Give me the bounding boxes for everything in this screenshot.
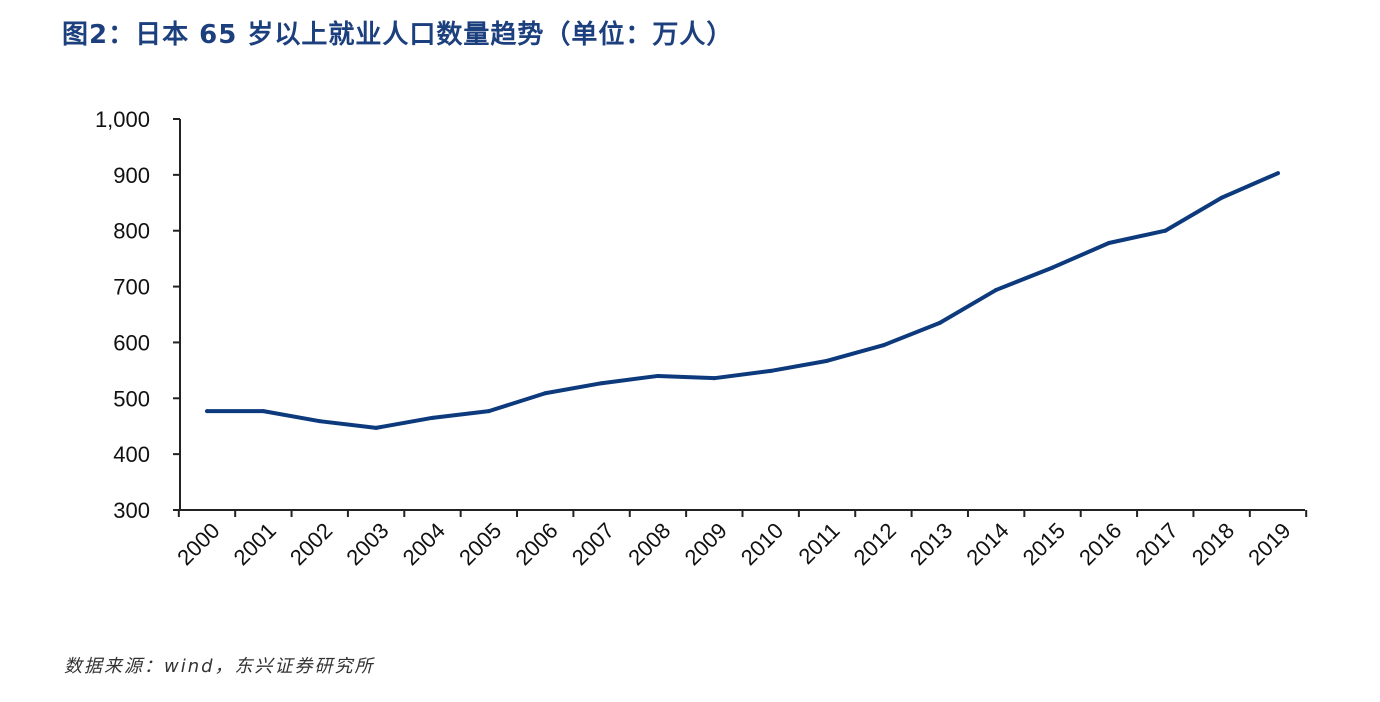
x-tick-label: 2007 <box>567 518 619 570</box>
data-point <box>374 425 379 430</box>
data-point <box>825 358 830 363</box>
y-tick-label: 500 <box>113 386 150 411</box>
data-point <box>486 409 491 414</box>
x-tick-label: 2008 <box>623 518 675 570</box>
x-tick-label: 2000 <box>172 518 224 570</box>
x-tick-label: 2016 <box>1074 518 1126 570</box>
x-tick-label: 2003 <box>341 518 393 570</box>
source-note: 数据来源：wind，东兴证券研究所 <box>64 656 375 677</box>
x-tick-label: 2009 <box>680 518 732 570</box>
y-tick-label: 1,000 <box>95 107 150 132</box>
data-point <box>1050 265 1055 270</box>
x-tick-label: 2011 <box>793 518 844 569</box>
data-point <box>1219 195 1224 200</box>
x-tick-label: 2001 <box>229 518 281 570</box>
data-point <box>768 368 773 373</box>
data-point <box>937 320 942 325</box>
x-tick-label: 2006 <box>510 518 562 570</box>
y-tick-label: 300 <box>113 498 150 523</box>
data-point <box>317 419 322 424</box>
data-point <box>543 391 548 396</box>
x-tick-label: 2017 <box>1131 518 1183 570</box>
x-tick-label: 2005 <box>454 518 506 570</box>
y-tick-label: 800 <box>113 219 150 244</box>
x-tick-label: 2015 <box>1018 518 1070 570</box>
y-tick-label: 700 <box>113 275 150 300</box>
x-tick-label: 2012 <box>849 518 901 570</box>
data-point <box>1276 171 1280 176</box>
data-point <box>1163 228 1168 233</box>
data-point <box>712 376 717 381</box>
x-tick-label: 2002 <box>285 518 337 570</box>
y-tick-label: 600 <box>113 330 150 355</box>
x-tick-label: 2010 <box>736 518 788 570</box>
data-point <box>261 409 266 414</box>
data-point <box>655 373 660 378</box>
data-point <box>599 381 604 386</box>
chart-title: 图2：日本 65 岁以上就业人口数量趋势（单位：万人） <box>62 20 734 50</box>
x-tick-label: 2013 <box>905 518 957 570</box>
data-point <box>1106 241 1111 246</box>
x-tick-label: 2018 <box>1187 518 1239 570</box>
y-tick-label: 400 <box>113 442 150 467</box>
data-point <box>881 343 886 348</box>
series-line <box>207 171 1279 430</box>
data-point <box>430 415 435 420</box>
data-point <box>205 409 209 414</box>
data-point <box>994 287 999 292</box>
x-tick-label: 2014 <box>961 518 1013 570</box>
y-tick-label: 900 <box>113 163 150 188</box>
x-tick-label: 2019 <box>1243 518 1295 570</box>
x-tick-label: 2004 <box>398 518 450 570</box>
